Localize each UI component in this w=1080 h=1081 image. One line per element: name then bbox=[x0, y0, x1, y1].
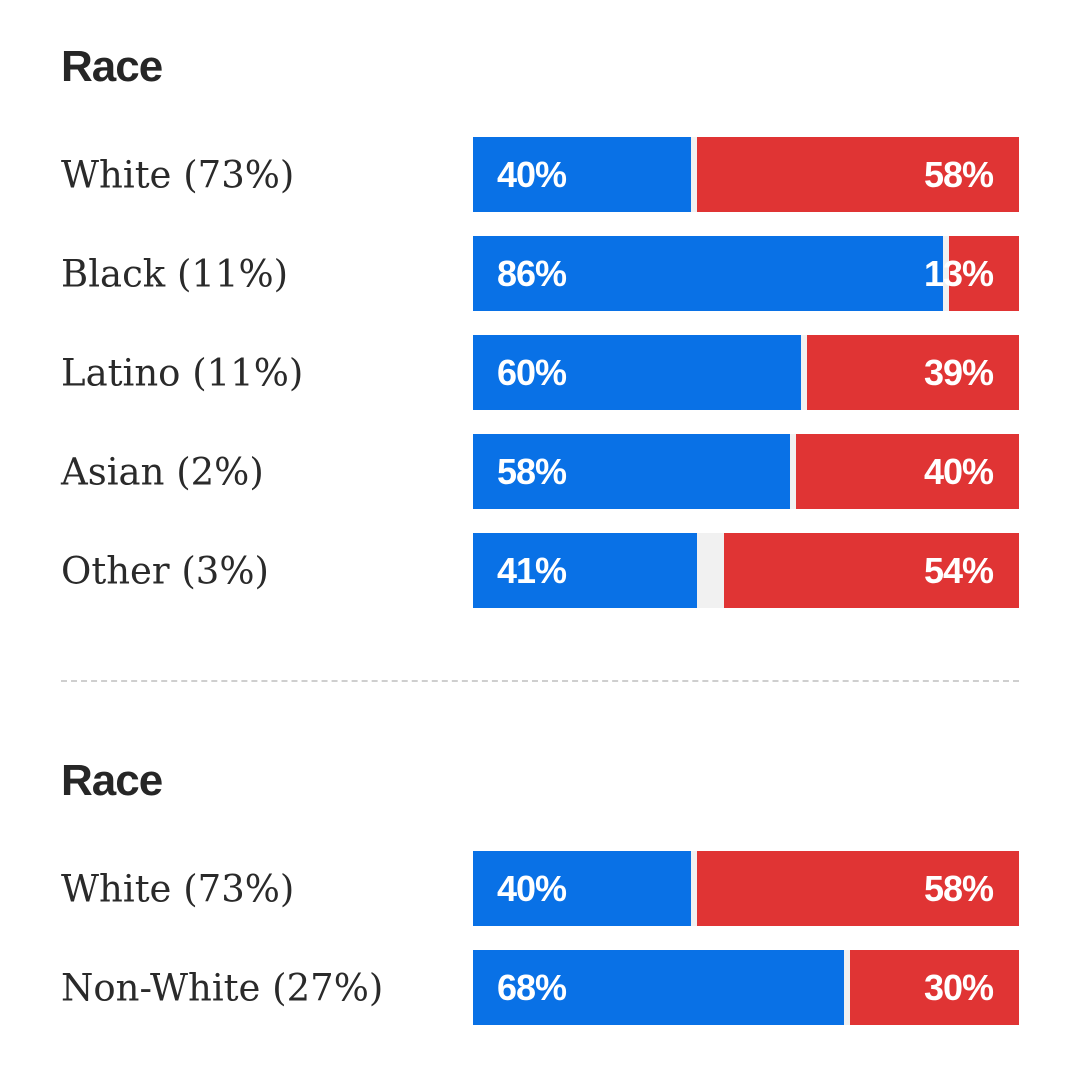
rep-pct-label: 39% bbox=[923, 351, 994, 393]
dem-bar bbox=[473, 434, 790, 509]
rep-pct-label: 54% bbox=[923, 549, 994, 591]
row-label: Other (3%) bbox=[61, 549, 269, 592]
dem-pct-label: 68% bbox=[497, 966, 567, 1008]
bar-row: Asian (2%) 58% 40% bbox=[61, 434, 1019, 509]
dem-pct-label: 60% bbox=[497, 351, 567, 393]
dem-pct-label: 58% bbox=[497, 450, 567, 492]
row-label: White (73%) bbox=[61, 867, 295, 910]
bar-row: White (73%) 40% 58% bbox=[61, 851, 1019, 926]
bar-track: 60% 39% bbox=[473, 335, 1019, 410]
row-label: Non-White (27%) bbox=[61, 966, 384, 1009]
rep-pct-label: 40% bbox=[923, 450, 994, 492]
rep-bar bbox=[724, 533, 1019, 608]
dem-bar bbox=[473, 950, 844, 1025]
rep-bar bbox=[949, 236, 1019, 311]
bar-track: 86% 13% bbox=[473, 236, 1019, 311]
chart-title: Race bbox=[61, 756, 163, 805]
bar-row: Black (11%) 86% 13% bbox=[61, 236, 1019, 311]
dem-pct-label: 40% bbox=[497, 867, 567, 909]
row-label: White (73%) bbox=[61, 153, 295, 196]
rep-bar bbox=[697, 851, 1019, 926]
rep-pct-label: 58% bbox=[923, 153, 994, 195]
section-divider bbox=[61, 680, 1019, 682]
rep-bar bbox=[796, 434, 1019, 509]
dem-pct-label: 41% bbox=[497, 549, 567, 591]
row-label: Asian (2%) bbox=[61, 450, 264, 493]
bar-track: 40% 58% bbox=[473, 137, 1019, 212]
rep-bar bbox=[697, 137, 1019, 212]
bar-track: 58% 40% bbox=[473, 434, 1019, 509]
rep-pct-label: 58% bbox=[923, 867, 994, 909]
rep-bar bbox=[850, 950, 1019, 1025]
dem-bar bbox=[473, 851, 691, 926]
bar-track: 68% 30% bbox=[473, 950, 1019, 1025]
bar-row: Other (3%) 41% 54% bbox=[61, 533, 1019, 608]
dem-pct-label: 40% bbox=[497, 153, 567, 195]
chart-title: Race bbox=[61, 42, 163, 91]
bar-row: Non-White (27%) 68% 30% bbox=[61, 950, 1019, 1025]
bar-track: 40% 58% bbox=[473, 851, 1019, 926]
bar-row: White (73%) 40% 58% bbox=[61, 137, 1019, 212]
rep-bar bbox=[807, 335, 1019, 410]
bar-row: Latino (11%) 60% 39% bbox=[61, 335, 1019, 410]
dem-pct-label: 86% bbox=[497, 252, 567, 294]
dem-bar bbox=[473, 137, 691, 212]
dem-bar bbox=[473, 236, 943, 311]
rep-pct-label: 30% bbox=[923, 966, 994, 1008]
dem-bar bbox=[473, 533, 697, 608]
row-label: Latino (11%) bbox=[61, 351, 304, 394]
rep-pct-label: 13% bbox=[923, 252, 994, 294]
dem-bar bbox=[473, 335, 801, 410]
row-label: Black (11%) bbox=[61, 252, 289, 295]
bar-track: 41% 54% bbox=[473, 533, 1019, 608]
